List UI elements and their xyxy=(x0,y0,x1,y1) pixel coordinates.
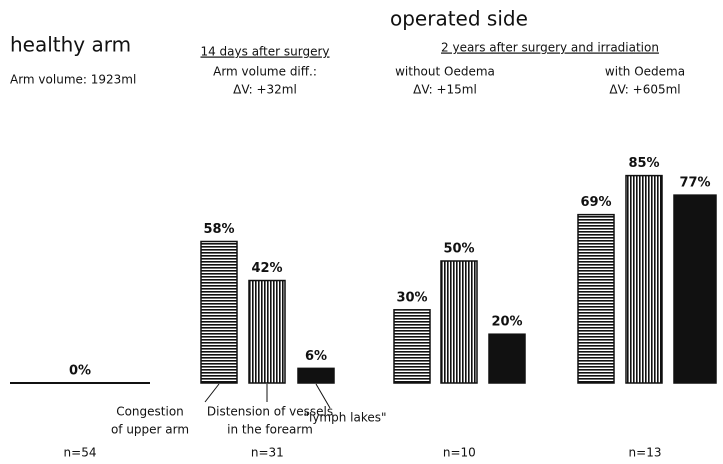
value-label: 6% xyxy=(305,349,327,364)
value-label: 77% xyxy=(679,176,710,191)
leader-lines xyxy=(204,383,331,409)
note-title: 14 days after surgery xyxy=(200,45,329,59)
note: ΔV: +32ml xyxy=(233,83,297,97)
heading: operated side xyxy=(390,7,528,31)
note-title: 2 years after surgery and irradiation xyxy=(441,41,659,55)
bar xyxy=(488,333,526,384)
series-label: in the forearm xyxy=(227,423,313,437)
bar xyxy=(440,260,478,384)
value-label: 50% xyxy=(443,242,474,257)
group-label: n=13 xyxy=(629,446,662,460)
value-label: 58% xyxy=(203,222,234,237)
note: with Oedema xyxy=(605,65,685,79)
bar xyxy=(577,213,615,384)
value-label: 69% xyxy=(580,195,611,210)
series-label: Congestion xyxy=(116,405,184,419)
bar xyxy=(200,240,238,384)
bar xyxy=(248,279,286,384)
bar xyxy=(625,174,663,384)
series-label: of upper arm xyxy=(111,423,189,437)
group-label: n=54 xyxy=(64,446,97,460)
bar xyxy=(393,309,431,384)
note: ΔV: +15ml xyxy=(413,83,477,97)
heading: healthy arm xyxy=(10,33,131,57)
value-label: 85% xyxy=(628,156,659,171)
value-label: 20% xyxy=(491,315,522,330)
bar xyxy=(673,194,717,384)
bar xyxy=(297,367,335,384)
value-label: 0% xyxy=(69,364,91,379)
group-label: n=10 xyxy=(443,446,476,460)
bar xyxy=(10,382,150,384)
series-label: Distension of vessels xyxy=(207,405,333,419)
series-label: "lymph lakes" xyxy=(303,411,386,425)
note: without Oedema xyxy=(395,65,495,79)
note: Arm volume diff.: xyxy=(213,65,317,79)
value-label: 30% xyxy=(396,290,427,305)
value-label: 42% xyxy=(251,261,282,276)
group-label: n=31 xyxy=(251,446,284,460)
note: Arm volume: 1923ml xyxy=(10,73,136,87)
note: ΔV: +605ml xyxy=(609,83,680,97)
